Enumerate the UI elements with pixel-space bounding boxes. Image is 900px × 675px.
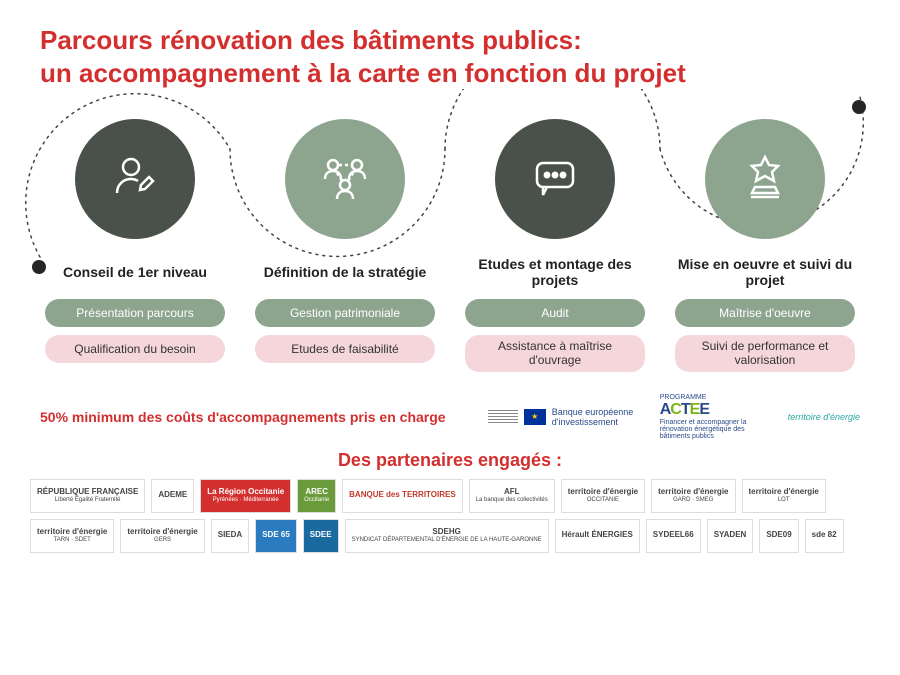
- partner-logo-5: BANQUE des TERRITOIRES: [342, 479, 463, 513]
- partner-logo-16: Hérault ÉNERGIES: [555, 519, 640, 553]
- step-3-title: Etudes et montage des projets: [455, 253, 655, 291]
- actee-logo: ACTEE: [660, 401, 770, 419]
- path-end-dot: [852, 100, 866, 114]
- page-title: Parcours rénovation des bâtiments public…: [0, 0, 900, 89]
- title-line-2: un accompagnement à la carte en fonction…: [40, 58, 686, 88]
- partners-row: RÉPUBLIQUE FRANÇAISELiberté Égalité Frat…: [0, 471, 900, 553]
- partner-logo-7: territoire d'énergieOCCITANIE: [561, 479, 645, 513]
- step-1-title: Conseil de 1er niveau: [63, 253, 207, 291]
- partner-logo-9: territoire d'énergieLOT: [742, 479, 826, 513]
- funder-actee: PROGRAMME ACTEE Financer et accompagner …: [660, 394, 770, 440]
- step-1: Conseil de 1er niveau Présentation parco…: [35, 119, 235, 372]
- step-4-pill-pink: Suivi de performance et valorisation: [675, 335, 855, 372]
- steps-row: Conseil de 1er niveau Présentation parco…: [0, 89, 900, 372]
- partner-logo-10: territoire d'énergieTARN · SDET: [30, 519, 114, 553]
- step-1-pill-green: Présentation parcours: [45, 299, 225, 327]
- partner-logo-3: La Région OccitaniePyrénées · Méditerran…: [200, 479, 291, 513]
- funder-eib: ★ Banque européenne d'investissement: [488, 407, 642, 427]
- path-start-dot: [32, 260, 46, 274]
- title-line-1: Parcours rénovation des bâtiments public…: [40, 25, 582, 55]
- step-2-pill-pink: Etudes de faisabilité: [255, 335, 435, 363]
- partner-logo-13: SDE 65: [255, 519, 297, 553]
- star-award-icon: [739, 151, 791, 208]
- funders: ★ Banque européenne d'investissement PRO…: [488, 394, 860, 440]
- partner-logo-14: SDEE: [303, 519, 339, 553]
- step-3: Etudes et montage des projets Audit Assi…: [455, 119, 655, 372]
- step-4-circle: [705, 119, 825, 239]
- partner-logo-2: ADEME: [151, 479, 194, 513]
- partner-logo-19: SDE09: [759, 519, 798, 553]
- step-2-title: Définition de la stratégie: [264, 253, 427, 291]
- partner-logo-1: RÉPUBLIQUE FRANÇAISELiberté Égalité Frat…: [30, 479, 145, 513]
- partner-logo-18: SYADEN: [707, 519, 754, 553]
- step-2-circle: [285, 119, 405, 239]
- step-3-pill-pink: Assistance à maîtrise d'ouvrage: [465, 335, 645, 372]
- step-1-pill-pink: Qualification du besoin: [45, 335, 225, 363]
- cost-note: 50% minimum des coûts d'accompagnements …: [40, 409, 446, 425]
- people-network-icon: [319, 151, 371, 208]
- partner-logo-12: SIEDA: [211, 519, 249, 553]
- partner-logo-6: AFLLa banque des collectivités: [469, 479, 555, 513]
- partner-logo-20: sde 82: [805, 519, 844, 553]
- funder-te-label: territoire d'énergie: [788, 412, 860, 422]
- footer-line: 50% minimum des coûts d'accompagnements …: [0, 372, 900, 440]
- step-2-pill-green: Gestion patrimoniale: [255, 299, 435, 327]
- actee-tag: PROGRAMME: [660, 394, 770, 401]
- partner-logo-17: SYDEEL66: [646, 519, 701, 553]
- step-3-pill-green: Audit: [465, 299, 645, 327]
- step-2: Définition de la stratégie Gestion patri…: [245, 119, 445, 372]
- person-edit-icon: [109, 151, 161, 208]
- partner-logo-8: territoire d'énergieGARD · SMEG: [651, 479, 735, 513]
- step-4: Mise en oeuvre et suivi du projet Maîtri…: [665, 119, 865, 372]
- partners-title: Des partenaires engagés :: [0, 450, 900, 471]
- funder-eib-label: Banque européenne d'investissement: [552, 407, 642, 427]
- funder-te: territoire d'énergie: [788, 412, 860, 422]
- step-4-title: Mise en oeuvre et suivi du projet: [665, 253, 865, 291]
- step-1-circle: [75, 119, 195, 239]
- partner-logo-15: SDEHGSYNDICAT DÉPARTEMENTAL D'ÉNERGIE DE…: [345, 519, 549, 553]
- actee-desc: Financer et accompagner la rénovation én…: [660, 419, 770, 440]
- step-4-pill-green: Maîtrise d'oeuvre: [675, 299, 855, 327]
- step-3-circle: [495, 119, 615, 239]
- chat-dots-icon: [529, 151, 581, 208]
- partner-logo-11: territoire d'énergieGERS: [120, 519, 204, 553]
- partner-logo-4: ARECOccitanie: [297, 479, 336, 513]
